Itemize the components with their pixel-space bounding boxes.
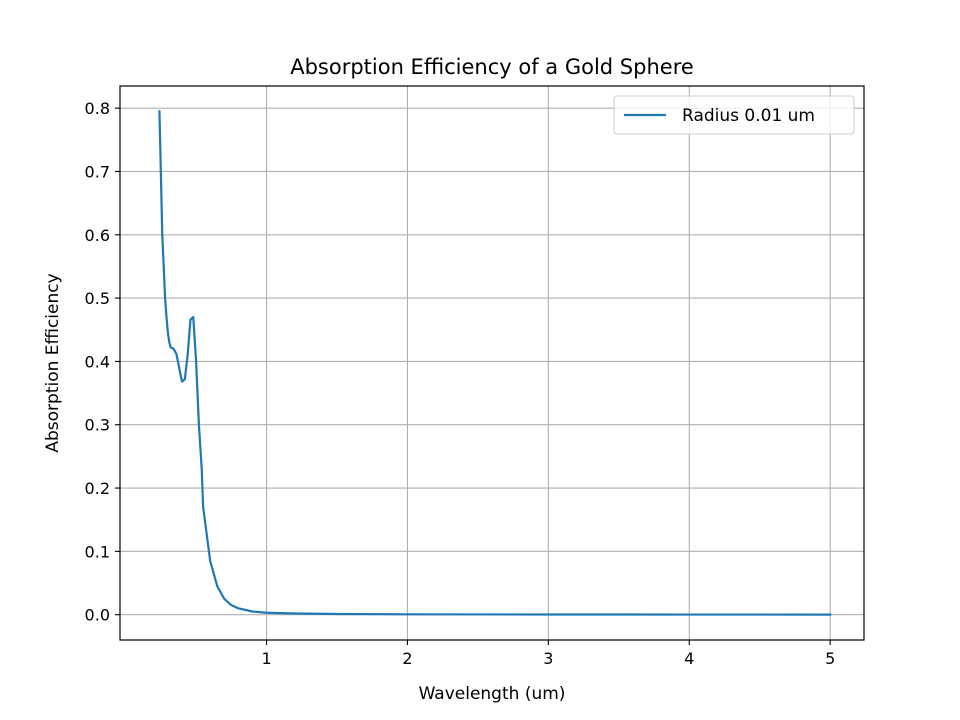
chart-title: Absorption Efficiency of a Gold Sphere [290,55,694,79]
x-axis-ticks: 1 2 3 4 5 [261,640,835,668]
x-tick-label: 1 [261,649,271,668]
plot-frame [119,85,865,641]
x-tick-label: 3 [543,649,553,668]
y-tick-label: 0.6 [85,226,110,245]
y-tick-label: 0.7 [85,162,110,181]
x-axis-label: Wavelength (um) [419,684,566,704]
y-axis-label: Absorption Efficiency [43,273,63,452]
y-tick-label: 0.0 [85,606,110,625]
plot-line-layer [158,110,832,616]
x-tick-label: 4 [684,649,694,668]
y-axis-ticks: 0.0 0.1 0.2 0.3 0.4 0.5 0.6 0.7 0.8 [85,99,120,625]
y-tick-label: 0.3 [85,416,110,435]
y-tick-label: 0.5 [85,289,110,308]
grid [120,86,864,640]
x-tick-label: 2 [402,649,412,668]
y-tick-label: 0.2 [85,479,110,498]
y-tick-label: 0.1 [85,542,110,561]
y-tick-label: 0.4 [85,352,110,371]
series-line [158,110,832,616]
x-tick-label: 5 [825,649,835,668]
legend-label: Radius 0.01 um [682,106,815,126]
y-tick-label: 0.8 [85,99,110,118]
legend-box [613,95,855,135]
legend: Radius 0.01 um [613,95,855,135]
